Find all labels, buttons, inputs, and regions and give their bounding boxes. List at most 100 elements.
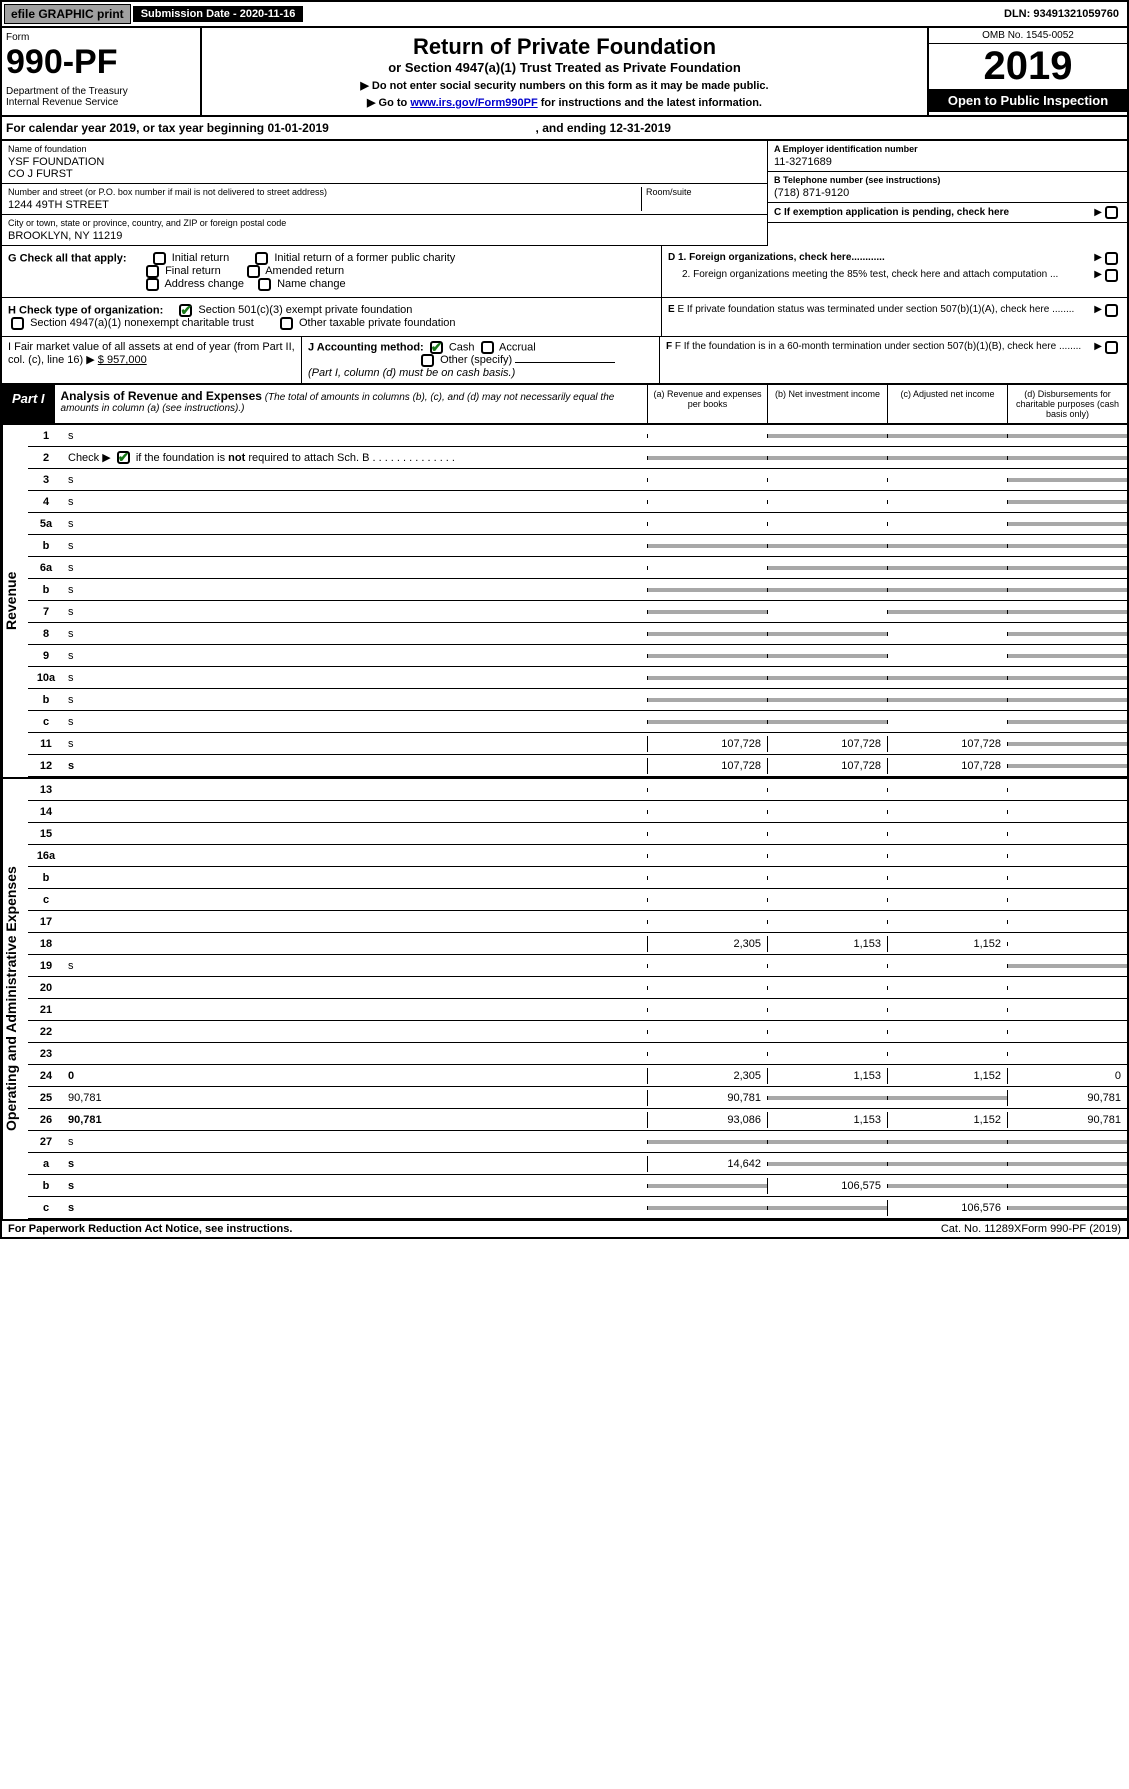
row-description (64, 876, 647, 880)
exemption-checkbox[interactable] (1105, 206, 1118, 219)
cell-col-d (1007, 854, 1127, 858)
amended-checkbox[interactable] (247, 265, 260, 278)
table-row: 23 (28, 1043, 1127, 1065)
4947-checkbox[interactable] (11, 317, 24, 330)
tax-year: 2019 (929, 44, 1127, 89)
opt-501c3: Section 501(c)(3) exempt private foundat… (198, 304, 412, 316)
cell-col-a: 14,642 (647, 1156, 767, 1172)
row-number: 1 (28, 430, 64, 442)
row-number: 6a (28, 562, 64, 574)
dln: DLN: 93491321059760 (996, 6, 1127, 22)
row-number: 12 (28, 760, 64, 772)
address-cell: Number and street (or P.O. box number if… (2, 184, 767, 215)
addr-value: 1244 49TH STREET (8, 199, 641, 211)
cell-col-c (887, 1096, 1007, 1100)
table-row: 3s (28, 469, 1127, 491)
row-description (64, 810, 647, 814)
header-left: Form 990-PF Department of the Treasury I… (2, 28, 202, 115)
accrual-checkbox[interactable] (481, 341, 494, 354)
cell-col-b (767, 610, 887, 614)
f-checkbox[interactable] (1105, 341, 1118, 354)
note2-post: for instructions and the latest informat… (538, 97, 762, 109)
other-method-checkbox[interactable] (421, 354, 434, 367)
d2-checkbox[interactable] (1105, 269, 1118, 282)
cell-col-c: 1,152 (887, 1068, 1007, 1084)
cell-col-c (887, 500, 1007, 504)
cell-col-b (767, 788, 887, 792)
cell-col-a: 2,305 (647, 936, 767, 952)
name-change-checkbox[interactable] (258, 278, 271, 291)
cell-col-a (647, 1052, 767, 1056)
table-row: 7s (28, 601, 1127, 623)
revenue-vertical-label: Revenue (2, 425, 28, 777)
row-number: b (28, 1180, 64, 1192)
check-row-g: G Check all that apply: Initial return I… (0, 246, 1129, 298)
table-row: 2Check ▶ if the foundation is not requir… (28, 447, 1127, 469)
cell-col-c (887, 478, 1007, 482)
cell-col-b: 1,153 (767, 1112, 887, 1128)
initial-former-checkbox[interactable] (255, 252, 268, 265)
expenses-vertical-label: Operating and Administrative Expenses (2, 779, 28, 1219)
e-checkbox[interactable] (1105, 304, 1118, 317)
row-description (64, 898, 647, 902)
d2-label: 2. Foreign organizations meeting the 85%… (668, 269, 1094, 282)
table-row: 8s (28, 623, 1127, 645)
cell-col-d (1007, 588, 1127, 592)
cell-col-c (887, 788, 1007, 792)
cell-col-d (1007, 610, 1127, 614)
table-row: 21 (28, 999, 1127, 1021)
row-number: 3 (28, 474, 64, 486)
cell-col-c (887, 522, 1007, 526)
cell-col-c (887, 920, 1007, 924)
cell-col-a (647, 544, 767, 548)
final-return-checkbox[interactable] (146, 265, 159, 278)
cell-col-c: 107,728 (887, 758, 1007, 774)
d1-checkbox[interactable] (1105, 252, 1118, 265)
cell-col-c (887, 566, 1007, 570)
row-number: c (28, 894, 64, 906)
row-description: s (64, 1200, 647, 1216)
cell-col-b (767, 1008, 887, 1012)
other-taxable-checkbox[interactable] (280, 317, 293, 330)
row-description: 90,781 (64, 1112, 647, 1128)
cell-col-c: 1,152 (887, 936, 1007, 952)
cell-col-b (767, 1052, 887, 1056)
ein-label: A Employer identification number (774, 144, 1121, 154)
cell-col-a (647, 964, 767, 968)
table-row: c (28, 889, 1127, 911)
row-number: 26 (28, 1114, 64, 1126)
cell-col-a: 90,781 (647, 1090, 767, 1106)
cell-col-d (1007, 1030, 1127, 1034)
table-row: 10as (28, 667, 1127, 689)
cell-col-a (647, 676, 767, 680)
exemption-label: C If exemption application is pending, c… (774, 207, 1094, 218)
opt-cash: Cash (449, 341, 475, 353)
cell-col-b (767, 478, 887, 482)
irs-link[interactable]: www.irs.gov/Form990PF (410, 97, 537, 109)
foundation-name-cell: Name of foundation YSF FOUNDATION CO J F… (2, 141, 767, 184)
cell-col-c (887, 632, 1007, 636)
cell-col-a (647, 876, 767, 880)
cell-col-c (887, 832, 1007, 836)
initial-return-checkbox[interactable] (153, 252, 166, 265)
part1-title: Analysis of Revenue and Expenses (61, 389, 262, 403)
cell-col-c: 1,152 (887, 1112, 1007, 1128)
cell-col-b (767, 698, 887, 702)
table-row: 2402,3051,1531,1520 (28, 1065, 1127, 1087)
phone-cell: B Telephone number (see instructions) (7… (768, 172, 1127, 203)
h-label: H Check type of organization: (8, 304, 163, 316)
cash-checkbox[interactable] (430, 341, 443, 354)
cell-col-a (647, 854, 767, 858)
cell-col-c (887, 1140, 1007, 1144)
i-label: I Fair market value of all assets at end… (8, 341, 295, 366)
header-right: OMB No. 1545-0052 2019 Open to Public In… (927, 28, 1127, 115)
caly-begin: 01-01-2019 (267, 121, 328, 135)
cell-col-d (1007, 720, 1127, 724)
row-number: c (28, 716, 64, 728)
efile-print-button[interactable]: efile GRAPHIC print (4, 4, 131, 24)
table-row: cs (28, 711, 1127, 733)
cell-col-a: 107,728 (647, 758, 767, 774)
address-change-checkbox[interactable] (146, 278, 159, 291)
501c3-checkbox[interactable] (179, 304, 192, 317)
table-row: 11s107,728107,728107,728 (28, 733, 1127, 755)
